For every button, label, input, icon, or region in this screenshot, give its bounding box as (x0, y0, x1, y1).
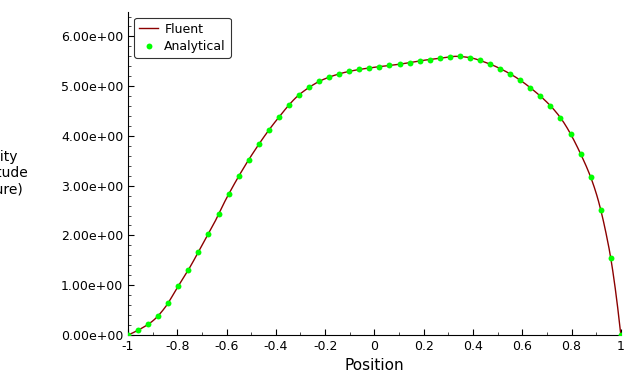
Analytical (314, 79, 324, 85)
Analytical (525, 85, 536, 91)
Fluent (423, 57, 431, 62)
Analytical (605, 255, 616, 261)
Analytical (244, 157, 254, 163)
Analytical (485, 61, 495, 67)
Fluent (410, 60, 418, 64)
Analytical (344, 68, 355, 74)
Fluent (438, 56, 446, 60)
Fluent (499, 67, 506, 72)
Analytical (455, 54, 465, 60)
Analytical (264, 127, 274, 133)
Analytical (404, 60, 415, 66)
Analytical (133, 327, 143, 333)
Analytical (556, 115, 566, 121)
Analytical (193, 249, 204, 255)
Analytical (435, 55, 445, 61)
Analytical (213, 211, 223, 218)
Analytical (274, 114, 284, 121)
Analytical (153, 313, 163, 319)
Fluent (124, 333, 132, 337)
Analytical (616, 332, 626, 338)
Fluent (549, 106, 557, 111)
Analytical (123, 332, 133, 338)
Analytical (204, 231, 214, 237)
Analytical (415, 58, 425, 64)
Analytical (586, 174, 596, 180)
Analytical (575, 151, 586, 157)
Analytical (465, 55, 475, 61)
X-axis label: Position: Position (344, 358, 404, 373)
Analytical (495, 65, 505, 72)
Analytical (294, 92, 304, 98)
Analytical (445, 54, 455, 60)
Analytical (565, 131, 575, 137)
Analytical (364, 65, 374, 71)
Analytical (304, 84, 314, 90)
Analytical (505, 71, 515, 77)
Analytical (284, 102, 294, 108)
Fluent (452, 54, 460, 59)
Legend: Fluent, Analytical: Fluent, Analytical (134, 18, 231, 57)
Analytical (183, 267, 193, 273)
Analytical (163, 300, 173, 306)
Analytical (173, 283, 184, 289)
Analytical (143, 321, 153, 327)
Analytical (374, 64, 385, 70)
Analytical (234, 173, 244, 179)
Analytical (535, 93, 545, 99)
Analytical (596, 206, 606, 213)
Fluent (617, 333, 625, 337)
Analytical (475, 57, 485, 64)
Analytical (424, 57, 435, 63)
Analytical (324, 74, 334, 80)
Analytical (253, 141, 264, 147)
Analytical (545, 103, 556, 109)
Line: Fluent: Fluent (128, 56, 621, 335)
Analytical (394, 61, 404, 67)
Analytical (385, 62, 395, 69)
Analytical (223, 191, 234, 198)
Y-axis label: Velocity
Magnitude
(mixture): Velocity Magnitude (mixture) (0, 150, 28, 196)
Fluent (154, 313, 162, 318)
Analytical (515, 77, 525, 83)
Analytical (334, 71, 344, 77)
Analytical (354, 66, 364, 72)
